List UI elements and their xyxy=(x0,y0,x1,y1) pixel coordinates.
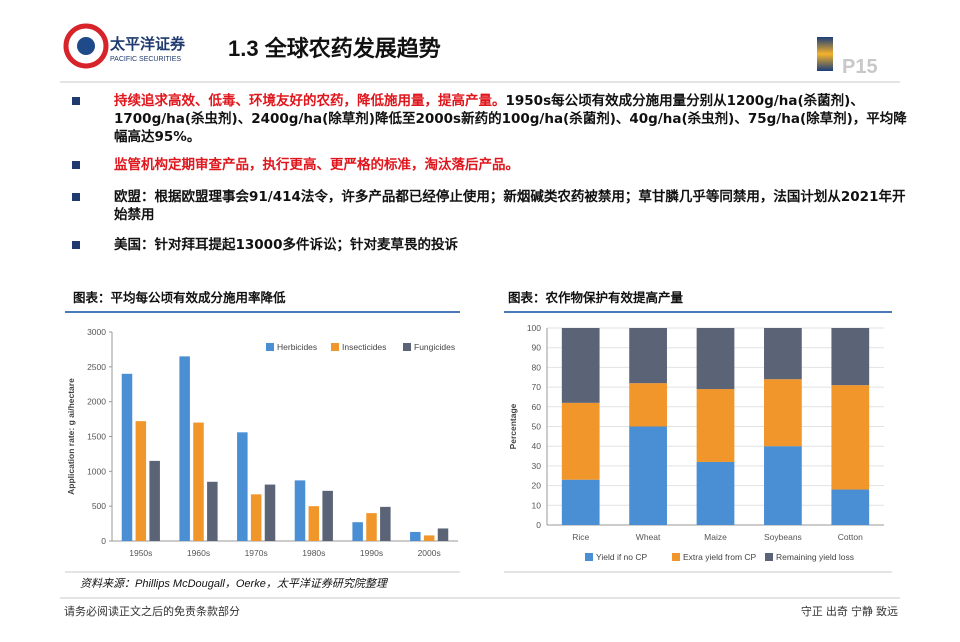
bar xyxy=(352,522,363,541)
bullet: 监管机构定期审查产品，执行更高、更严格的标准，淘汰落后产品。 xyxy=(72,156,912,174)
bar xyxy=(207,481,218,541)
y-tick-label: 0 xyxy=(536,520,541,530)
bar xyxy=(149,460,160,541)
source: 资料来源：Phillips McDougall，Oerke，太平洋证券研究院整理 xyxy=(80,577,389,590)
bar-segment xyxy=(561,328,600,403)
legend-label: Extra yield from CP xyxy=(683,552,757,562)
bullet-highlight: 持续追求高效、低毒、环境友好的农药，降低施用量，提高产量。 xyxy=(114,93,506,109)
bar-segment xyxy=(764,446,802,525)
y-tick-label: 1000 xyxy=(87,466,106,476)
bar xyxy=(121,373,133,541)
bar xyxy=(423,535,435,541)
y-tick-label: 100 xyxy=(527,323,541,333)
legend-swatch xyxy=(672,553,680,561)
y-tick-label: 40 xyxy=(532,441,542,451)
bar-segment xyxy=(561,402,600,480)
chart-title: 图表：农作物保护有效提高产量 xyxy=(508,290,684,305)
legend-swatch xyxy=(765,553,773,561)
bar-segment xyxy=(764,379,802,447)
x-tick-label: Rice xyxy=(572,532,589,542)
y-tick-label: 2000 xyxy=(87,397,106,407)
x-tick-label: 1990s xyxy=(360,548,383,558)
bar xyxy=(308,506,320,541)
footer-right: 守正 出奇 宁静 致远 xyxy=(801,604,898,618)
y-tick-label: 500 xyxy=(92,501,106,511)
y-tick-label: 20 xyxy=(532,481,542,491)
company-en: PACIFIC SECURITIES xyxy=(110,56,181,63)
bar-segment xyxy=(831,489,870,525)
y-tick-label: 30 xyxy=(532,461,542,471)
bullet-text: 1950s每公顷有效成分施用量分别从1200g/ha(杀菌剂)、1700g/ha… xyxy=(114,93,907,145)
legend-swatch xyxy=(403,343,411,351)
y-tick-label: 80 xyxy=(532,362,542,372)
footer-left: 请务必阅读正文之后的免责条款部分 xyxy=(64,604,240,618)
y-tick-label: 3000 xyxy=(87,327,106,337)
x-tick-label: Soybeans xyxy=(764,532,802,542)
y-tick-label: 50 xyxy=(532,422,542,432)
bar-segment xyxy=(629,328,667,384)
legend-swatch xyxy=(585,553,593,561)
y-tick-label: 2500 xyxy=(87,362,106,372)
x-tick-label: 1950s xyxy=(129,548,152,558)
bullet: 持续追求高效、低毒、环境友好的农药，降低施用量，提高产量。1950s每公顷有效成… xyxy=(72,92,912,146)
bar-segment xyxy=(629,383,667,427)
bar xyxy=(179,356,190,541)
bar-segment xyxy=(696,461,735,525)
y-tick-label: 10 xyxy=(532,500,542,510)
bar xyxy=(264,484,276,541)
bar xyxy=(322,490,333,541)
bullet-text: 美国：针对拜耳提起13000多件诉讼；针对麦草畏的投诉 xyxy=(114,237,458,253)
x-tick-label: 1970s xyxy=(245,548,268,558)
bar xyxy=(437,528,449,541)
y-tick-label: 60 xyxy=(532,402,542,412)
legend-swatch xyxy=(331,343,339,351)
header-title: 1.3 全球农药发展趋势 xyxy=(228,36,441,61)
bar-segment xyxy=(696,328,735,390)
logo-core xyxy=(77,37,95,55)
x-tick-label: Wheat xyxy=(636,532,661,542)
bar-segment xyxy=(831,385,870,490)
y-tick-label: 70 xyxy=(532,382,542,392)
bar-segment xyxy=(561,479,600,525)
page-number: P15 xyxy=(842,56,878,78)
x-tick-label: 2000s xyxy=(418,548,441,558)
company: 太平洋证券 xyxy=(110,35,186,53)
x-tick-label: 1960s xyxy=(187,548,210,558)
y-tick-label: 1500 xyxy=(87,432,106,442)
header-image xyxy=(817,37,833,71)
bar-segment xyxy=(696,389,735,462)
y-tick-label: 90 xyxy=(532,343,542,353)
y-tick-label: 0 xyxy=(101,536,106,546)
y-axis-label: Percentage xyxy=(508,403,518,449)
bar xyxy=(380,506,391,541)
bar xyxy=(193,422,204,541)
legend-label: Yield if no CP xyxy=(596,552,648,562)
bar-segment xyxy=(629,426,667,525)
x-tick-label: 1980s xyxy=(302,548,325,558)
y-axis-label: Application rate: g ai/hectare xyxy=(66,378,76,495)
logo-ring xyxy=(63,23,109,69)
legend-swatch xyxy=(266,343,274,351)
bullet-text: 欧盟：根据欧盟理事会91/414法令，许多产品都已经停止使用；新烟碱类农药被禁用… xyxy=(114,189,906,223)
legend-label: Fungicides xyxy=(414,342,455,352)
bullet: 欧盟：根据欧盟理事会91/414法令，许多产品都已经停止使用；新烟碱类农药被禁用… xyxy=(72,188,912,224)
legend-label: Remaining yield loss xyxy=(776,552,854,562)
bar xyxy=(294,480,306,541)
bar xyxy=(237,432,248,541)
bar xyxy=(410,531,421,541)
bar xyxy=(366,513,377,541)
x-tick-label: Maize xyxy=(704,532,727,542)
chart-title: 图表：平均每公顷有效成分施用率降低 xyxy=(73,290,286,305)
x-tick-label: Cotton xyxy=(838,532,863,542)
bar-segment xyxy=(831,328,870,386)
legend-label: Insecticides xyxy=(342,342,386,352)
bullet: 美国：针对拜耳提起13000多件诉讼；针对麦草畏的投诉 xyxy=(72,236,912,254)
bar xyxy=(135,421,147,541)
legend-label: Herbicides xyxy=(277,342,317,352)
bar-segment xyxy=(764,328,802,380)
bar xyxy=(250,494,262,541)
bullet-highlight: 监管机构定期审查产品，执行更高、更严格的标准，淘汰落后产品。 xyxy=(114,157,519,173)
